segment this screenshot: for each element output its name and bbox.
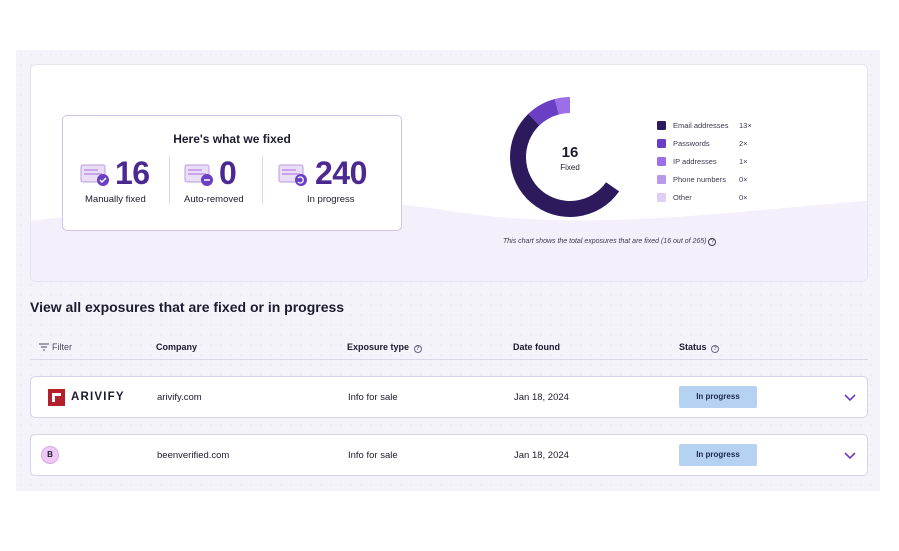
status-badge: In progress [679, 444, 757, 466]
donut-slice-email-addresses [510, 113, 620, 217]
company-cell: arivify.com [157, 392, 202, 403]
legend-label: Other [673, 193, 692, 202]
legend-count: 0× [739, 193, 748, 202]
stat-value: 16 [115, 155, 150, 191]
stat-divider [262, 156, 263, 204]
column-status-label: Status [679, 342, 707, 352]
legend-label: Email addresses [673, 121, 729, 130]
table-row[interactable]: B beenverified.com Info for sale Jan 18,… [30, 434, 868, 476]
column-company: Company [156, 342, 198, 352]
legend-count: 0× [739, 175, 748, 184]
stat-label: Auto-removed [184, 194, 244, 205]
fixed-summary-card: Here's what we fixed 16 Manually fixed 0… [30, 64, 868, 282]
donut-center-label: Fixed [560, 163, 580, 172]
legend-swatch [657, 157, 666, 166]
stat-manually-fixed: 16 Manually fixed [79, 154, 179, 206]
legend-item: Email addresses 13× [657, 119, 767, 137]
stat-label: Manually fixed [85, 194, 146, 205]
exposure-type-cell: Info for sale [348, 392, 398, 403]
exposure-type-cell: Info for sale [348, 450, 398, 461]
legend-count: 2× [739, 139, 748, 148]
legend-label: Passwords [673, 139, 710, 148]
chart-note-text: This chart shows the total exposures tha… [503, 238, 707, 245]
help-icon[interactable]: ? [711, 345, 720, 353]
legend-count: 13× [739, 121, 752, 130]
column-exposure-type-label: Exposure type [347, 342, 410, 352]
in-progress-icon [278, 164, 307, 186]
help-icon[interactable]: ? [708, 238, 717, 246]
legend-item: IP addresses 1× [657, 155, 767, 173]
chart-legend: Email addresses 13× Passwords 2× IP addresse… [657, 119, 767, 209]
filter-icon [39, 343, 49, 351]
exposures-donut-chart [510, 97, 620, 217]
column-exposure-type: Exposure type ? [347, 342, 422, 353]
date-found-cell: Jan 18, 2024 [514, 392, 569, 403]
legend-item: Passwords 2× [657, 137, 767, 155]
table-header: Filter Company Exposure type ? Date foun… [30, 336, 868, 360]
legend-swatch [657, 193, 666, 202]
status-badge: In progress [679, 386, 757, 408]
arivify-logo-icon [48, 389, 65, 406]
help-icon[interactable]: ? [413, 345, 422, 353]
stat-value: 0 [219, 155, 237, 191]
exposures-section-title: View all exposures that are fixed or in … [30, 299, 345, 315]
date-found-cell: Jan 18, 2024 [514, 450, 569, 461]
chevron-down-icon[interactable] [843, 390, 857, 404]
donut-center-value: 16 [561, 144, 579, 161]
legend-item: Phone numbers 0× [657, 173, 767, 191]
chart-note: This chart shows the total exposures tha… [503, 238, 717, 246]
stat-value: 240 [315, 155, 367, 191]
column-status: Status ? [679, 342, 720, 353]
legend-label: Phone numbers [673, 175, 726, 184]
stat-auto-removed: 0 Auto-removed [183, 154, 273, 206]
brand-name: ARIVIFY [71, 391, 125, 403]
manual-fix-icon [80, 164, 109, 186]
company-avatar: B [41, 446, 59, 464]
legend-label: IP addresses [673, 157, 717, 166]
stat-in-progress: 240 In progress [277, 154, 397, 206]
fixed-stats-title: Here's what we fixed [173, 132, 291, 146]
legend-swatch [657, 139, 666, 148]
stat-label: In progress [307, 194, 355, 205]
filter-label: Filter [52, 342, 72, 352]
legend-swatch [657, 175, 666, 184]
legend-swatch [657, 121, 666, 130]
legend-item: Other 0× [657, 191, 767, 209]
table-row[interactable]: ARIVIFY arivify.com Info for sale Jan 18… [30, 376, 868, 418]
auto-remove-icon [184, 164, 213, 186]
fixed-stats-box: Here's what we fixed 16 Manually fixed 0… [62, 115, 402, 231]
column-date-found: Date found [513, 342, 560, 352]
filter-button[interactable]: Filter [39, 342, 72, 352]
stat-divider [169, 156, 170, 204]
donut-slice-ip-addresses [554, 97, 570, 115]
legend-count: 1× [739, 157, 748, 166]
company-cell: beenverified.com [157, 450, 230, 461]
donut-slice-passwords [528, 98, 559, 126]
chevron-down-icon[interactable] [843, 448, 857, 462]
